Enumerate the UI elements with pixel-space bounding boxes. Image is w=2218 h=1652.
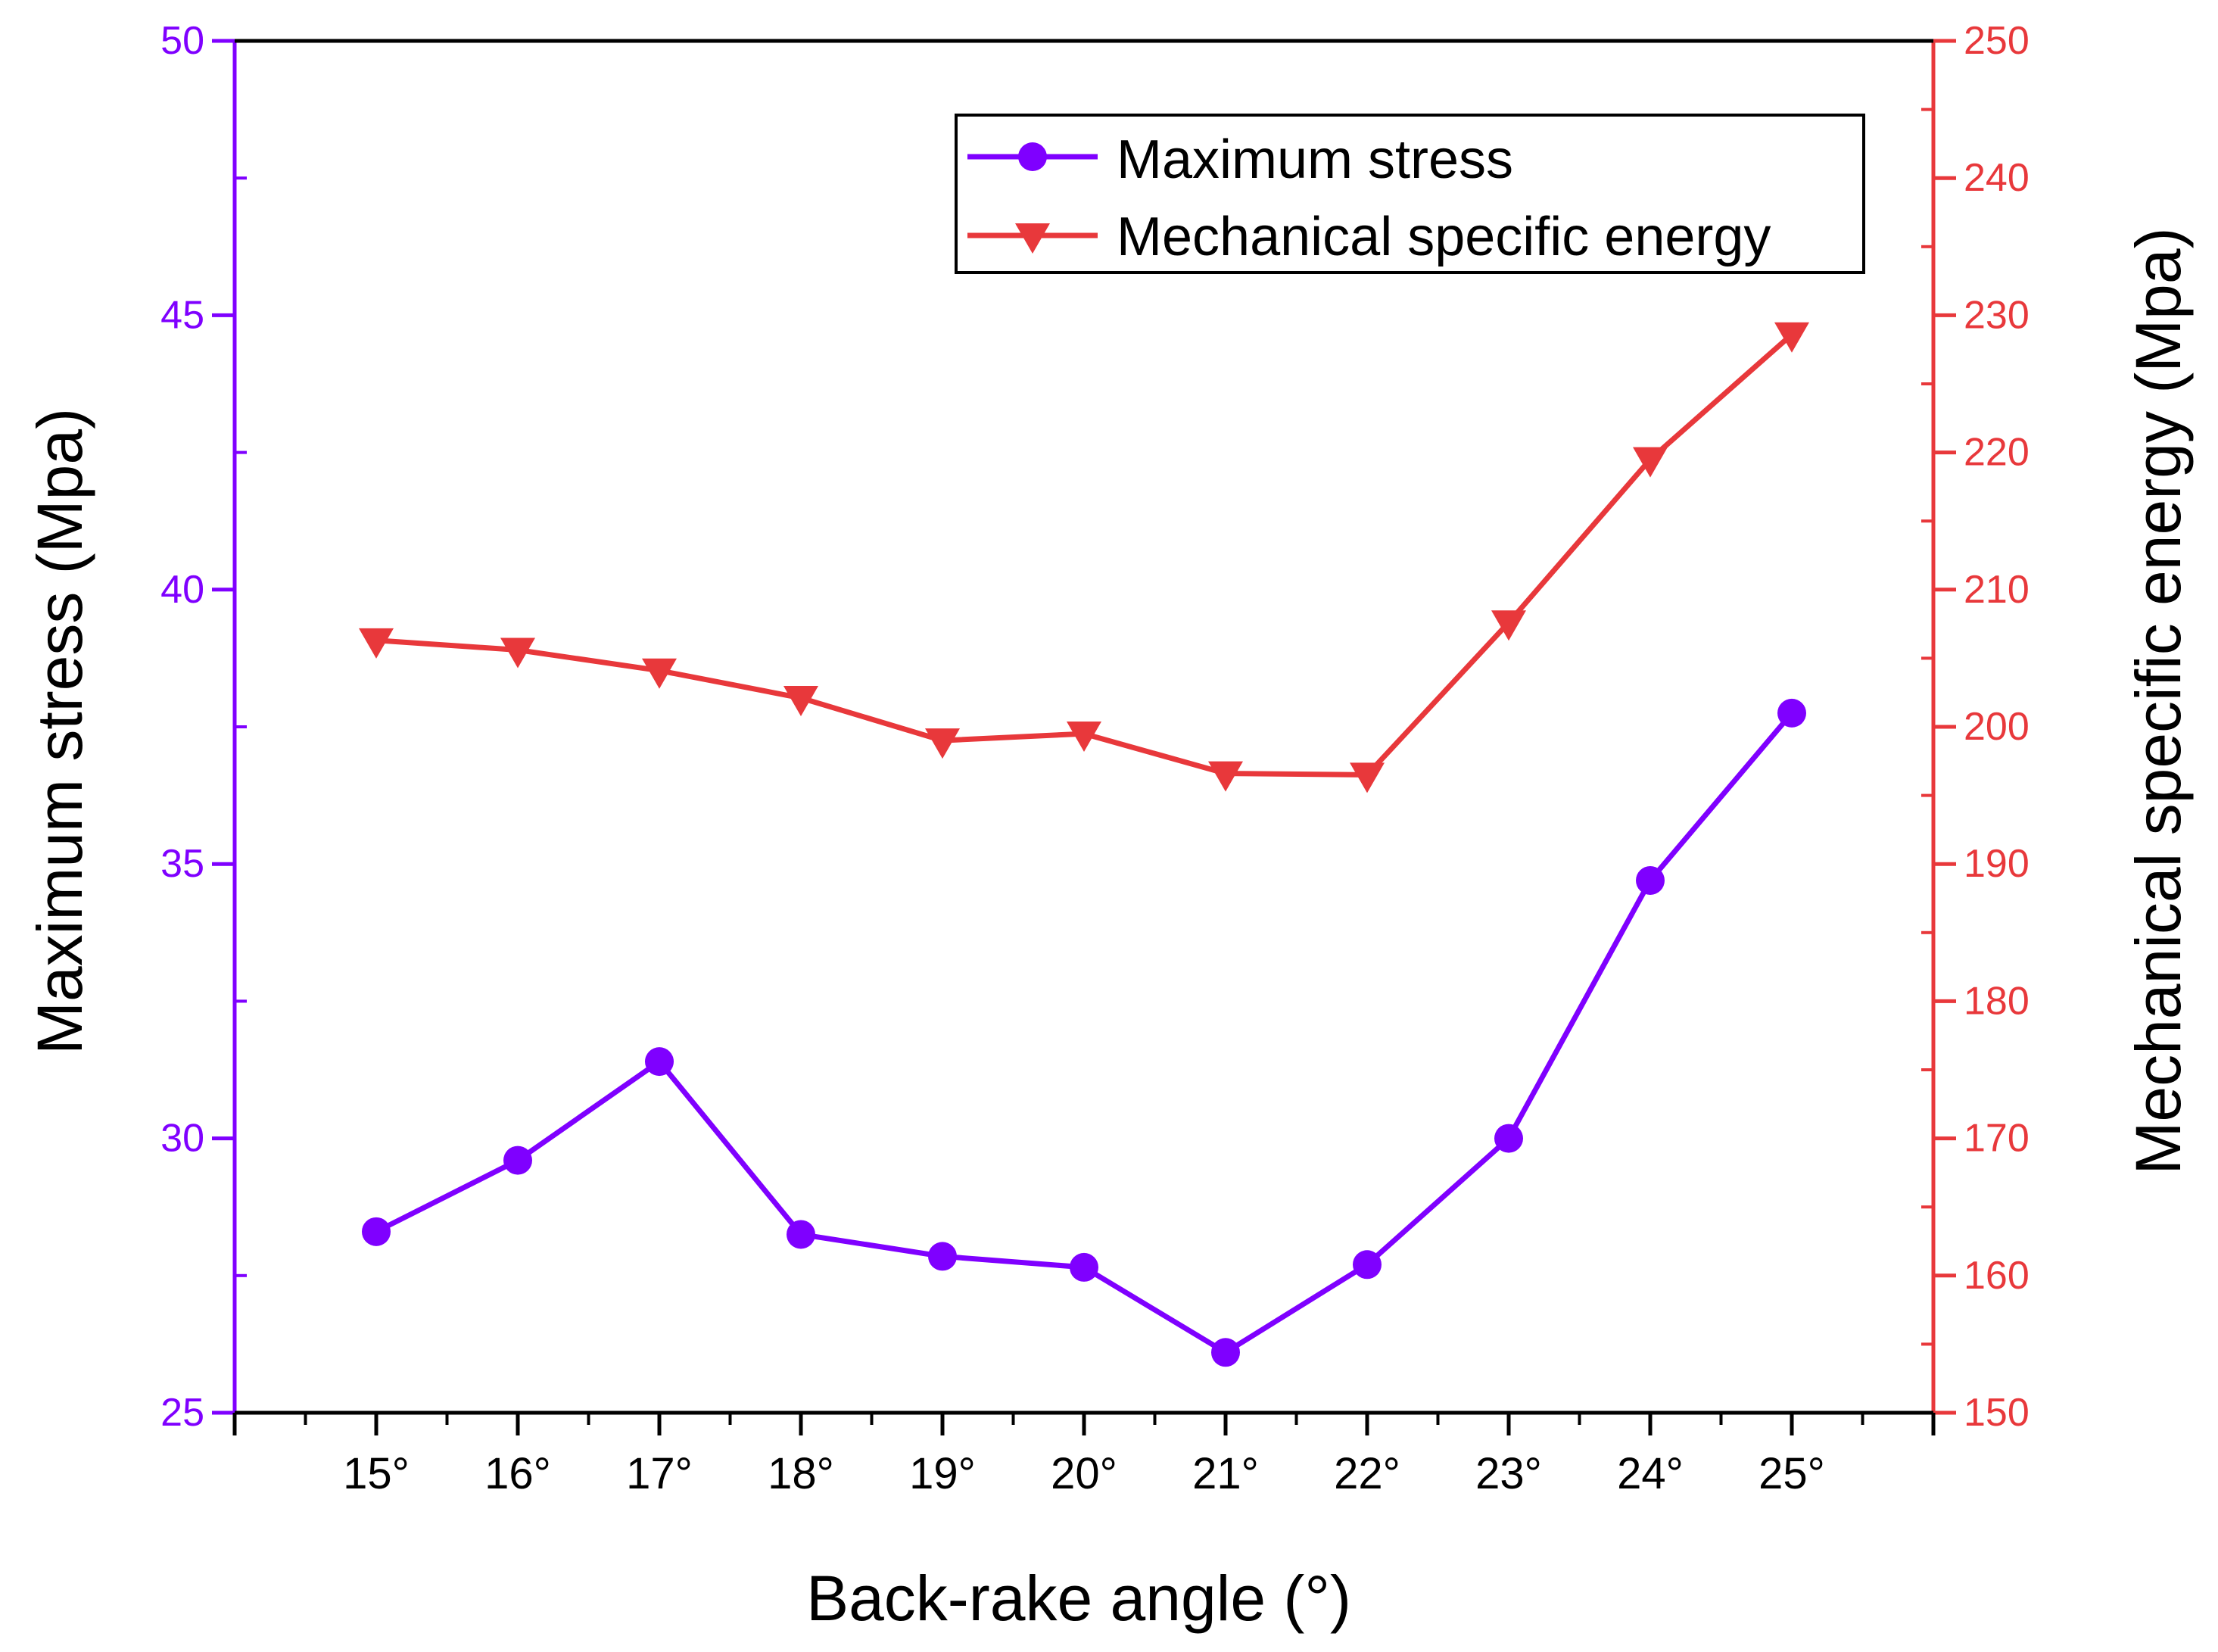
right-tick-label: 250 — [1964, 19, 2030, 63]
x-tick-label: 22° — [1334, 1449, 1400, 1498]
right-tick-label: 220 — [1964, 431, 2030, 475]
series-layer — [359, 322, 1809, 1367]
left-tick-label: 35 — [160, 842, 204, 886]
left-tick-label: 40 — [160, 568, 204, 612]
left-tick-label: 25 — [160, 1391, 204, 1435]
data-point-mse — [1208, 761, 1243, 792]
data-point-max-stress — [787, 1220, 815, 1249]
legend-label-max-stress: Maximum stress — [1117, 129, 1513, 190]
x-tick-label: 19° — [909, 1449, 976, 1498]
data-point-max-stress — [1353, 1250, 1382, 1280]
data-point-max-stress — [1070, 1252, 1098, 1282]
data-point-max-stress — [1211, 1338, 1240, 1367]
right-tick-label: 210 — [1964, 568, 2030, 612]
right-tick-label: 240 — [1964, 156, 2030, 200]
legend: Maximum stress Mechanical specific energ… — [955, 114, 1865, 274]
x-tick-label: 21° — [1192, 1449, 1259, 1498]
x-tick-label: 20° — [1051, 1449, 1117, 1498]
legend-label-mse: Mechanical specific energy — [1117, 207, 1771, 267]
data-point-mse — [359, 628, 394, 659]
x-tick-label: 16° — [484, 1449, 551, 1498]
right-tick-label: 180 — [1964, 979, 2030, 1023]
x-tick-label: 25° — [1759, 1449, 1825, 1498]
legend-marker-max-stress — [1018, 142, 1047, 171]
data-point-mse — [1350, 762, 1385, 793]
left-tick-label: 50 — [160, 19, 204, 63]
data-point-mse — [1067, 722, 1101, 753]
left-tick-label: 30 — [160, 1117, 204, 1161]
data-point-max-stress — [1494, 1124, 1523, 1153]
x-axis-title: Back-rake angle (°) — [806, 1563, 1351, 1634]
y-axis-title-left: Maximum stress (Mpa) — [24, 408, 95, 1055]
legend-marker-mse — [1015, 223, 1050, 254]
data-point-max-stress — [928, 1242, 957, 1271]
axes-layer — [232, 39, 1936, 1415]
data-point-mse — [1774, 322, 1809, 353]
left-tick-label: 45 — [160, 293, 204, 337]
data-point-max-stress — [1636, 865, 1665, 895]
data-point-max-stress — [362, 1217, 391, 1246]
right-tick-label: 190 — [1964, 842, 2030, 886]
x-tick-label: 24° — [1617, 1449, 1684, 1498]
data-point-mse — [1633, 447, 1668, 478]
right-tick-label: 200 — [1964, 705, 2030, 749]
data-point-mse — [925, 728, 960, 759]
data-point-mse — [783, 685, 818, 716]
data-point-max-stress — [1777, 698, 1806, 728]
data-point-mse — [500, 637, 535, 669]
x-tick-label: 17° — [626, 1449, 693, 1498]
legend-box — [955, 114, 1865, 274]
y-axis-title-right: Mechanical specific energy (Mpa) — [2123, 227, 2194, 1174]
right-tick-label: 230 — [1964, 293, 2030, 337]
data-point-max-stress — [645, 1047, 674, 1077]
x-tick-label: 23° — [1475, 1449, 1542, 1498]
data-point-mse — [1491, 610, 1526, 641]
right-tick-label: 170 — [1964, 1117, 2030, 1161]
x-tick-label: 18° — [768, 1449, 834, 1498]
right-tick-label: 160 — [1964, 1254, 2030, 1298]
data-point-mse — [642, 658, 677, 689]
right-tick-label: 150 — [1964, 1391, 2030, 1435]
x-tick-label: 15° — [343, 1449, 410, 1498]
data-point-max-stress — [503, 1145, 532, 1175]
ticks-layer: 25 30 35 40 45 50 150 160 170 180 190 200 210 220 230 2… — [160, 19, 2030, 1498]
